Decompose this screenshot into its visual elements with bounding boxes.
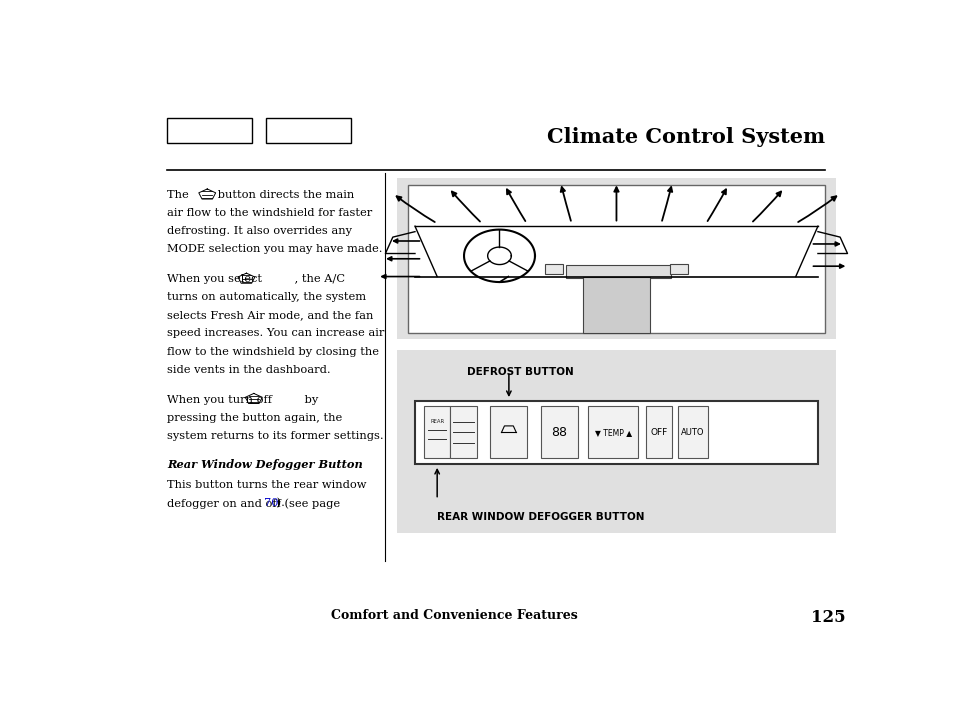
Text: defogger on and off (see page: defogger on and off (see page — [167, 498, 344, 508]
Text: MODE selection you may have made.: MODE selection you may have made. — [167, 244, 382, 254]
Text: REAR WINDOW DEFOGGER BUTTON: REAR WINDOW DEFOGGER BUTTON — [436, 512, 644, 522]
Bar — [407, 185, 824, 333]
Bar — [265, 118, 351, 143]
Text: ▼ TEMP ▲: ▼ TEMP ▲ — [594, 428, 631, 437]
Text: air flow to the windshield for faster: air flow to the windshield for faster — [167, 208, 373, 218]
Text: When you turn off         by: When you turn off by — [167, 395, 318, 405]
Text: system returns to its former settings.: system returns to its former settings. — [167, 431, 383, 441]
Bar — [423, 407, 450, 459]
Text: AUTO: AUTO — [680, 428, 704, 437]
Bar — [582, 277, 649, 333]
Text: turns on automatically, the system: turns on automatically, the system — [167, 293, 366, 302]
Text: pressing the button again, the: pressing the button again, the — [167, 413, 342, 422]
Bar — [415, 401, 817, 464]
Text: speed increases. You can increase air: speed increases. You can increase air — [167, 329, 384, 339]
Bar — [167, 118, 252, 143]
Text: 70: 70 — [264, 498, 278, 508]
Text: ).: ). — [274, 498, 285, 508]
Text: Comfort and Convenience Features: Comfort and Convenience Features — [331, 609, 577, 622]
Text: flow to the windshield by closing the: flow to the windshield by closing the — [167, 346, 379, 356]
Bar — [587, 407, 638, 459]
Bar — [670, 264, 687, 274]
Bar — [396, 178, 836, 339]
Bar — [678, 407, 707, 459]
Text: When you select         , the A/C: When you select , the A/C — [167, 274, 345, 285]
Text: The        button directs the main: The button directs the main — [167, 190, 355, 200]
Bar — [540, 407, 577, 459]
Text: side vents in the dashboard.: side vents in the dashboard. — [167, 364, 331, 375]
Text: OFF: OFF — [650, 428, 667, 437]
Bar — [645, 407, 672, 459]
Text: defrosting. It also overrides any: defrosting. It also overrides any — [167, 226, 352, 236]
Bar — [396, 350, 836, 533]
Bar — [490, 407, 527, 459]
Text: selects Fresh Air mode, and the fan: selects Fresh Air mode, and the fan — [167, 310, 374, 320]
Bar — [450, 407, 476, 459]
Bar — [566, 265, 670, 278]
Text: 88: 88 — [551, 426, 567, 439]
Text: Climate Control System: Climate Control System — [547, 127, 824, 147]
Text: Rear Window Defogger Button: Rear Window Defogger Button — [167, 459, 363, 470]
Text: This button turns the rear window: This button turns the rear window — [167, 480, 366, 490]
Text: DEFROST BUTTON: DEFROST BUTTON — [466, 367, 573, 377]
Text: 125: 125 — [810, 609, 844, 626]
Text: REAR: REAR — [430, 418, 444, 424]
Bar — [544, 264, 562, 274]
